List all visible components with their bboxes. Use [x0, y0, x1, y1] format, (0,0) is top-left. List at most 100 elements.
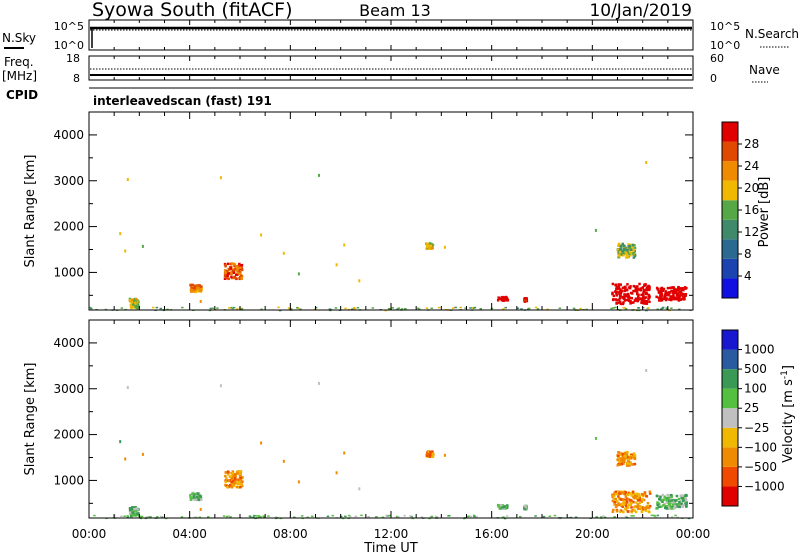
- power-range-cell: [277, 306, 280, 309]
- velocity-range-cell: [674, 514, 677, 517]
- power-range-cell: [610, 307, 613, 310]
- power-range-cell: [626, 256, 629, 259]
- velocity-range-cell: [645, 495, 649, 498]
- nsky-tick-low: 10^0: [54, 39, 84, 52]
- power-range-cell: [231, 307, 234, 310]
- velocity-range-cell: [624, 515, 628, 518]
- velocity-range-cell: [257, 515, 261, 517]
- power-range-cell: [630, 301, 634, 304]
- velocity-range-cell: [199, 494, 202, 498]
- power-range-cell: [643, 290, 646, 294]
- power-range-cell: [226, 262, 230, 266]
- power-range-cell: [134, 297, 138, 301]
- velocity-colorbar-segment: [722, 349, 738, 370]
- velocity-isolated-point: [260, 441, 263, 445]
- power-range-cell: [660, 292, 664, 296]
- velocity-range-cell: [344, 515, 347, 518]
- velocity-range-cell: [669, 497, 672, 501]
- power-range-cell: [622, 244, 626, 247]
- velocity-colorbar-segment: [722, 447, 738, 467]
- power-colorbar-tick-label: 20: [744, 181, 759, 195]
- velocity-range-cell: [641, 505, 644, 509]
- velocity-range-cell: [620, 502, 624, 506]
- velocity-range-cell: [542, 515, 546, 518]
- power-range-cell: [679, 287, 683, 290]
- power-range-cell: [464, 307, 467, 309]
- power-colorbar-tick-label: 4: [744, 269, 752, 283]
- power-isolated-point: [282, 251, 285, 255]
- velocity-range-cell: [198, 516, 202, 519]
- velocity-range-cell: [227, 473, 230, 476]
- power-range-cell: [235, 308, 239, 310]
- power-range-cell: [356, 307, 360, 309]
- velocity-range-cell: [435, 515, 438, 518]
- power-range-cell: [505, 298, 508, 302]
- power-range-cell: [195, 287, 198, 291]
- velocity-range-cell: [149, 516, 152, 518]
- power-range-cell: [500, 298, 504, 302]
- velocity-range-cell: [133, 506, 136, 509]
- power-range-cell: [523, 297, 527, 300]
- power-ytick-label: 4000: [53, 128, 84, 142]
- velocity-range-cell: [431, 455, 435, 458]
- power-range-cell: [233, 263, 237, 266]
- power-range-cell: [664, 293, 667, 297]
- velocity-range-cell: [469, 515, 473, 518]
- velocity-range-cell: [625, 452, 629, 456]
- power-range-cell: [437, 306, 441, 309]
- power-range-cell: [344, 307, 347, 310]
- power-range-cell: [621, 302, 625, 306]
- power-range-cell: [131, 306, 135, 309]
- cpid-text: interleavedscan (fast) 191: [93, 94, 272, 108]
- power-range-cell: [612, 307, 615, 309]
- velocity-range-cell: [629, 462, 632, 465]
- power-range-cell: [181, 306, 184, 309]
- power-range-cell: [130, 306, 133, 309]
- power-range-cell: [617, 248, 620, 251]
- velocity-range-cell: [192, 493, 196, 497]
- time-tick-label: 00:00: [72, 527, 107, 541]
- velocity-ytick-label: 4000: [53, 336, 84, 350]
- power-range-cell: [459, 306, 462, 309]
- power-range-cell: [647, 295, 651, 298]
- velocity-range-cell: [525, 506, 528, 509]
- velocity-range-cell: [667, 502, 671, 506]
- velocity-range-cell: [655, 507, 658, 510]
- velocity-range-cell: [670, 507, 673, 510]
- velocity-range-cell: [224, 471, 227, 474]
- velocity-colorbar-tick-label: 100: [744, 382, 767, 396]
- power-range-cell: [226, 274, 229, 277]
- velocity-range-cell: [623, 507, 627, 510]
- velocity-range-cell: [293, 516, 296, 519]
- velocity-range-cell: [240, 483, 243, 486]
- velocity-range-cell: [685, 502, 688, 505]
- power-isolated-point: [124, 249, 127, 253]
- velocity-ytick-label: 3000: [53, 382, 84, 396]
- power-range-cell: [334, 307, 338, 309]
- velocity-range-cell: [207, 516, 210, 518]
- power-range-cell: [536, 308, 540, 310]
- power-range-cell: [632, 248, 635, 252]
- power-range-cell: [641, 300, 644, 304]
- velocity-range-cell: [619, 492, 623, 495]
- velocity-range-cell: [193, 516, 197, 518]
- nave-tick-low: 0: [710, 72, 717, 85]
- power-range-cell: [680, 294, 683, 297]
- power-range-cell: [639, 297, 643, 300]
- power-range-cell: [617, 285, 621, 288]
- velocity-range-cell: [224, 483, 227, 487]
- velocity-range-cell: [631, 453, 634, 456]
- velocity-colorbar-segment: [722, 330, 738, 350]
- velocity-range-cell: [230, 474, 233, 478]
- power-range-cell: [662, 306, 665, 309]
- power-range-cell: [229, 267, 232, 270]
- power-range-cell: [520, 308, 523, 310]
- power-range-cell: [638, 297, 641, 301]
- power-range-cell: [633, 250, 636, 253]
- velocity-range-cell: [616, 456, 620, 460]
- power-range-cell: [666, 293, 669, 296]
- velocity-colorbar-label-end: ]: [781, 365, 796, 370]
- velocity-range-cell: [224, 474, 227, 478]
- velocity-range-cell: [637, 493, 641, 496]
- power-range-cell: [155, 306, 159, 309]
